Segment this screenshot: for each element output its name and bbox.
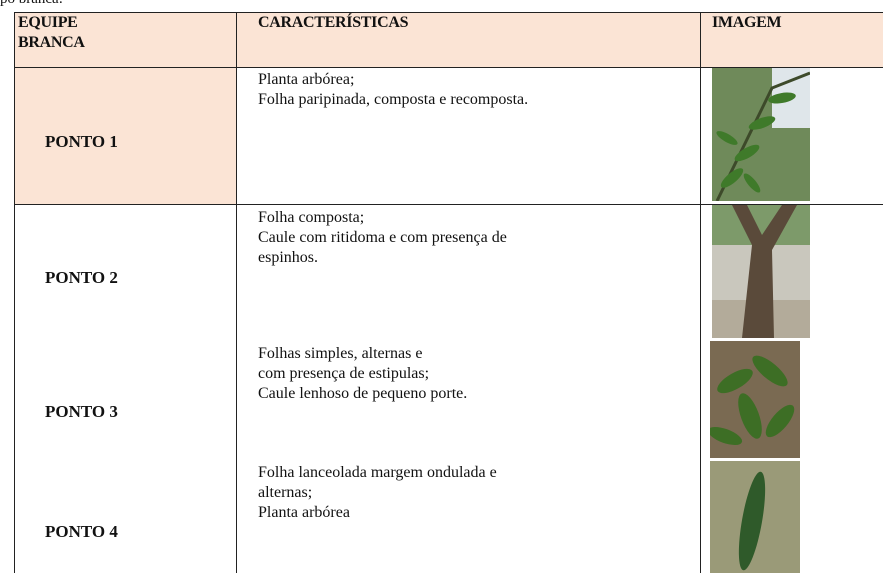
text-line: espinhos. (258, 249, 318, 266)
row-label: PONTO 4 (45, 522, 118, 541)
text-line: Caule com ritidoma e com presença de (258, 229, 507, 246)
header-cell: EQUIPE BRANCA (18, 14, 85, 51)
text-line: Folha lanceolada margem ondulada e (258, 464, 497, 481)
row-label: PONTO 3 (45, 402, 118, 421)
text-line: alternas; (258, 484, 313, 501)
row-label: PONTO 2 (45, 268, 118, 287)
header-row (14, 12, 883, 67)
photo (710, 341, 800, 458)
border (14, 12, 15, 573)
border (700, 12, 701, 573)
text-line: Folha composta; (258, 209, 365, 226)
row-text: Folha composta; Caule com ritidoma e com… (258, 208, 507, 268)
border (14, 67, 883, 68)
photo (712, 68, 810, 201)
border (14, 204, 883, 205)
header-cell: IMAGEM (712, 14, 782, 31)
border (14, 12, 883, 13)
text-line: com presença de estipulas; (258, 365, 430, 382)
text-line: Caule lenhoso de pequeno porte. (258, 385, 468, 402)
row-label: PONTO 1 (45, 132, 118, 151)
border (236, 12, 237, 573)
row-text: Folhas simples, alternas e com presença … (258, 344, 467, 404)
photo (712, 205, 810, 338)
row-text: Planta arbórea; Folha paripinada, compos… (258, 70, 528, 110)
header-cell: CARACTERÍSTICAS (258, 14, 409, 31)
text-line: Planta arbórea; (258, 71, 355, 88)
header-note: po branca: (0, 0, 63, 8)
text-line: Folha paripinada, composta e recomposta. (258, 91, 529, 108)
label-cell (14, 67, 236, 204)
text-line: Folhas simples, alternas e (258, 345, 423, 362)
photo (710, 461, 800, 573)
row-text: Folha lanceolada margem ondulada e alter… (258, 463, 497, 523)
text-line: Planta arbórea (258, 504, 350, 521)
